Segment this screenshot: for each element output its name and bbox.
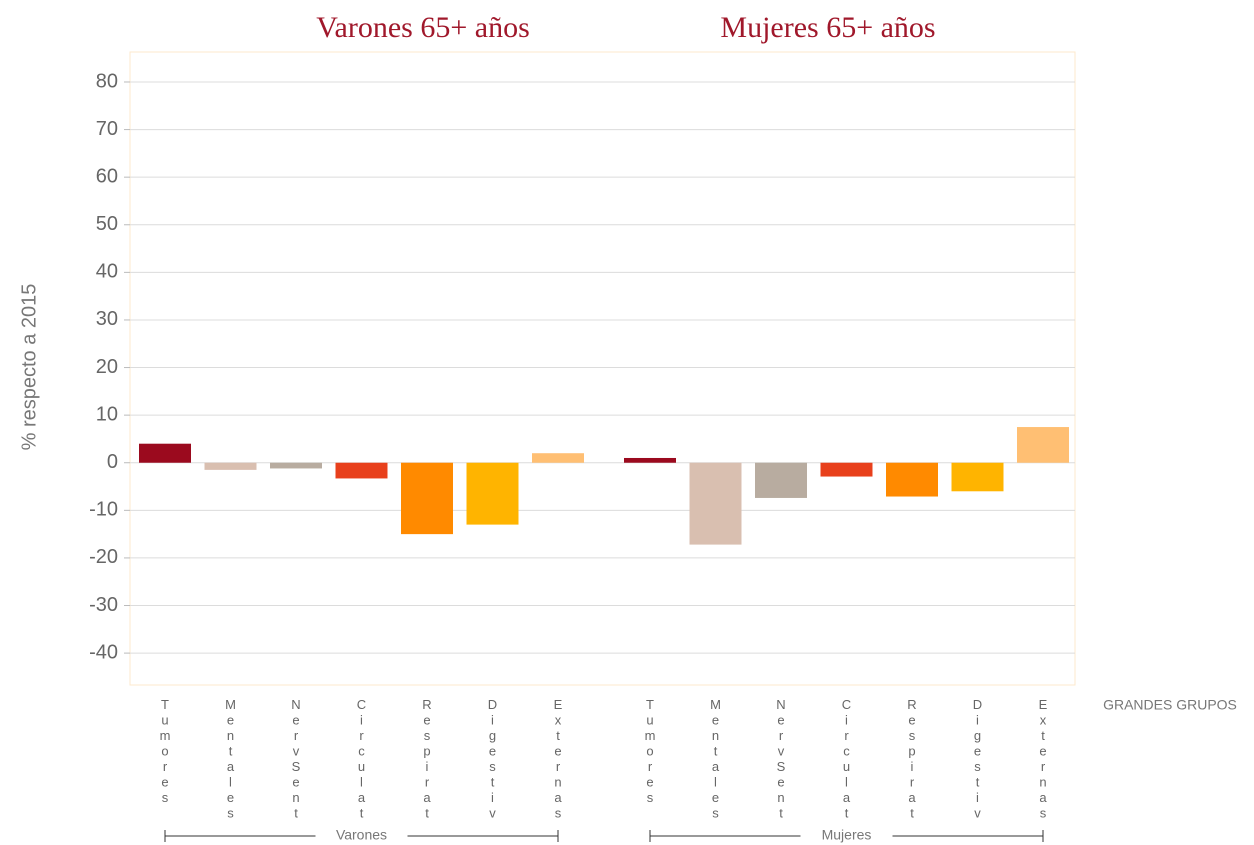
y-tick-label: 30 [96, 308, 118, 330]
bar [270, 462, 322, 469]
y-tick-label: 50 [96, 213, 118, 235]
bar [624, 457, 676, 463]
y-tick-label: 20 [96, 356, 118, 378]
bar [951, 462, 1004, 492]
y-tick-label: -20 [89, 546, 118, 568]
bar [204, 462, 257, 470]
x-axis-label: GRANDES GRUPOS [1103, 697, 1237, 713]
y-tick-label: 0 [107, 451, 118, 473]
y-tick-label: 70 [96, 118, 118, 140]
bar [401, 462, 453, 535]
plot-area [129, 51, 1076, 686]
y-tick-label: -40 [89, 641, 118, 663]
bar [466, 462, 519, 525]
group-label: Mujeres [822, 827, 872, 843]
y-tick-label: -30 [89, 594, 118, 616]
y-tick-label: 60 [96, 165, 118, 187]
bar [1017, 427, 1069, 463]
chart-title: Mujeres 65+ años [720, 11, 935, 44]
bar [820, 462, 873, 477]
y-tick-label: -10 [89, 499, 118, 521]
bar [886, 462, 938, 497]
y-tick-label: 80 [96, 70, 118, 92]
y-tick-label: 40 [96, 261, 118, 283]
bar [532, 453, 584, 463]
bar [335, 462, 388, 479]
y-tick-label: 10 [96, 403, 118, 425]
bar [755, 462, 807, 498]
chart-title: Varones 65+ años [316, 11, 530, 44]
group-label: Varones [336, 827, 387, 843]
bar [139, 443, 191, 463]
y-axis-label: % respecto a 2015 [18, 284, 40, 451]
bar [689, 462, 742, 545]
